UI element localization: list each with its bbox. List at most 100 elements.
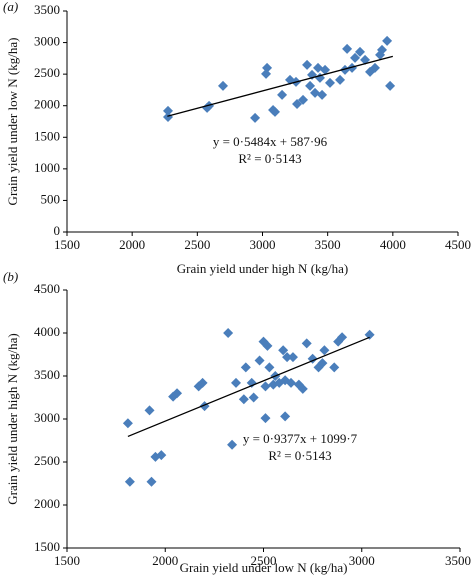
x-tick-label: 2500 [184,237,210,252]
y-tick-label: 4500 [34,281,60,296]
point [360,54,371,65]
point [264,362,275,373]
point [342,43,353,54]
point [340,64,351,75]
x-tick-label: 4000 [380,237,406,252]
point [254,355,265,366]
point [144,405,155,416]
point [335,74,346,85]
point [286,377,297,388]
x-tick-label: 3000 [250,237,276,252]
x-tick-label: 2000 [119,237,145,252]
x-tick-label: 2500 [251,553,277,568]
y-tick-label: 2500 [34,65,60,80]
x-tick-label: 3000 [349,553,375,568]
point [156,450,167,461]
x-tick-label: 3500 [315,237,341,252]
point [124,476,135,487]
point [298,94,309,105]
point [319,345,330,356]
x-axis-title: Grain yield under low N (kg/ha) [180,560,348,575]
point [317,358,328,369]
point [260,413,271,424]
point [262,62,273,73]
point [278,345,289,356]
point [317,89,328,100]
point [172,388,183,399]
point [354,46,365,57]
point [230,377,241,388]
y-tick-label: 2500 [34,453,60,468]
point [163,111,174,122]
x-tick-label: 1500 [54,553,80,568]
x-tick-label: 1500 [54,237,80,252]
point [227,439,238,450]
point [310,87,321,98]
point [325,77,336,88]
point [122,418,133,429]
point [250,112,261,123]
point [364,329,375,340]
x-tick-label: 3500 [445,553,471,568]
point [197,377,208,388]
y-axis-title: Grain yield under high N (kg/ha) [5,333,20,504]
point [313,62,324,73]
y-tick-label: 3500 [34,367,60,382]
point [146,476,157,487]
trendline [127,336,370,438]
panel-label: (a) [3,0,18,14]
point [204,100,215,111]
point [280,411,291,422]
point [350,52,361,63]
y-tick-label: 3000 [34,410,60,425]
equation: y = 0·9377x + 1099·7 [243,431,358,446]
y-axis-title: Grain yield under low N (kg/ha) [5,38,20,206]
point [347,62,358,73]
point [385,80,396,91]
point [246,377,257,388]
x-axis-title: Grain yield under high N (kg/ha) [177,261,348,276]
r-squared: R² = 0·5143 [238,151,301,166]
point [277,89,288,100]
point [248,392,259,403]
x-tick-label: 4500 [445,237,471,252]
y-tick-label: 0 [54,223,61,238]
point [297,383,308,394]
r-squared: R² = 0·5143 [268,448,331,463]
y-tick-label: 1500 [34,128,60,143]
y-tick-label: 2000 [34,97,60,112]
point [302,59,313,70]
point [292,98,303,109]
point [262,340,273,351]
x-tick-label: 2000 [152,553,178,568]
panel-label: (b) [3,269,18,284]
point [238,394,249,405]
y-tick-label: 2000 [34,496,60,511]
point [329,362,340,373]
y-tick-label: 3500 [34,2,60,17]
point [282,352,293,363]
point [305,80,316,91]
point [369,62,380,73]
y-tick-label: 4000 [34,324,60,339]
point [163,105,174,116]
y-tick-label: 1500 [34,539,60,554]
trendline [167,55,394,117]
point [382,35,393,46]
point [377,44,388,55]
point [301,338,312,349]
point [320,64,331,75]
point [218,80,229,91]
point [270,106,281,117]
point [223,328,234,338]
equation: y = 0·5484x + 587·96 [213,134,328,149]
point [260,381,271,392]
y-tick-label: 1000 [34,160,60,175]
point [337,332,348,343]
point [287,352,298,363]
y-tick-label: 3000 [34,34,60,49]
point [240,362,251,373]
y-tick-label: 500 [41,191,61,206]
